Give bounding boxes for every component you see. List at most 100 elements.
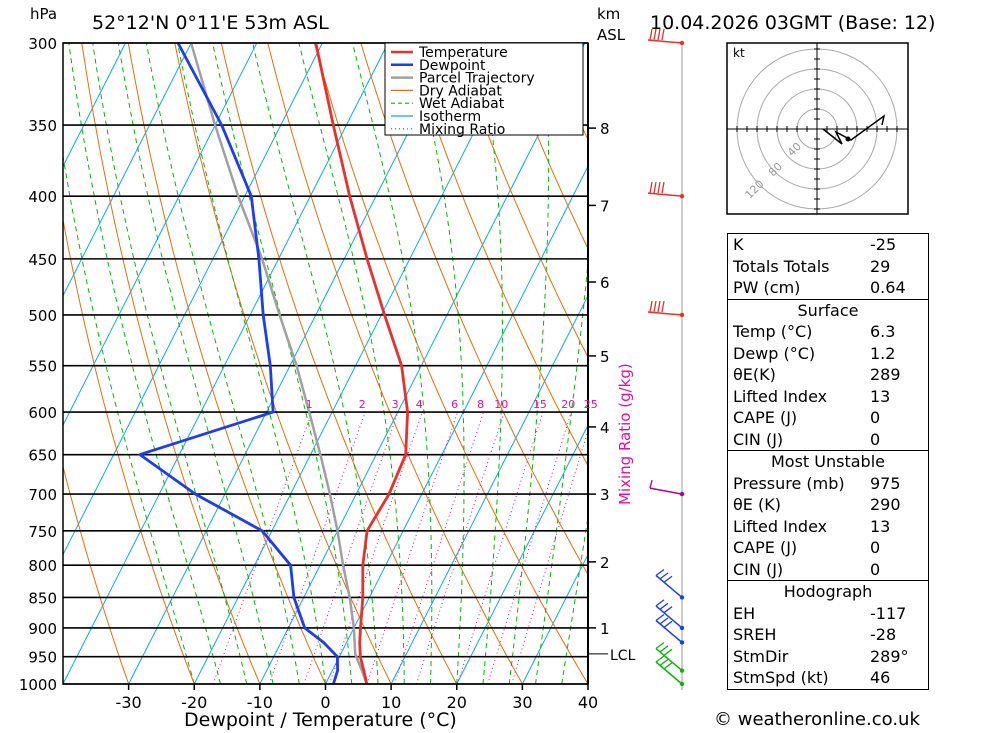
legend-entry: Wet Adiabat (419, 96, 505, 112)
legend-entry: Parcel Trajectory (419, 71, 535, 87)
isotherm-line (521, 553, 588, 684)
profiles (138, 43, 409, 684)
index-row: Lifted Index 13 (728, 516, 928, 538)
axes: 3003504004505005506006507007508008509009… (19, 35, 636, 712)
index-label: Dewp (°C) (733, 343, 816, 363)
index-value: -117 (870, 603, 907, 623)
pressure-tick-label: 700 (28, 486, 57, 504)
wind-barb-flag (663, 620, 673, 628)
km-tick-label: 3 (600, 486, 610, 504)
legend-entry: Temperature (418, 45, 508, 61)
pressure-tick-label: 550 (28, 358, 57, 376)
wet-adiabat-line (535, 258, 588, 684)
legend-entry: Dewpoint (419, 58, 486, 74)
index-label: K (733, 235, 744, 254)
mixing-ratio-label: 6 (451, 398, 458, 411)
index-label: Pressure (mb) (733, 473, 845, 493)
wind-barb-flag (653, 182, 657, 194)
wind-barb-flag (655, 613, 665, 622)
mixing-ratio-line (212, 411, 313, 684)
index-value: 0.64 (870, 278, 906, 297)
x-tick-label: 10 (381, 693, 401, 712)
index-row: θE (K) 290 (728, 494, 928, 516)
mixing-ratio-line (329, 411, 423, 684)
wind-barb-flag (659, 645, 669, 653)
wind-barb-flag (663, 575, 673, 583)
wind-barb-flag (655, 568, 665, 576)
wind-barb-flag (661, 28, 665, 41)
pressure-tick-label: 300 (28, 35, 57, 53)
index-label: StmDir (733, 646, 789, 666)
dry-adiabat-line (174, 43, 392, 684)
index-label: CAPE (J) (733, 408, 798, 427)
mixing-ratio-label: 15 (533, 398, 547, 411)
indices-table: K -25 Totals Totals 29 PW (cm) 0.64 Surface T… (727, 233, 929, 690)
wet-adiabat-line (351, 43, 433, 684)
parcel-trajectory-line (189, 43, 368, 684)
km-tick-label: 5 (600, 348, 610, 366)
index-value: 0 (870, 429, 881, 449)
dry-adiabat-line (453, 43, 588, 359)
mixing-ratio-label: 2 (359, 398, 366, 411)
km-tick-label: 4 (600, 419, 610, 437)
index-value: 289° (870, 646, 909, 666)
isotherm-line (259, 43, 586, 684)
dry-adiabat-line (127, 43, 327, 684)
index-label: CAPE (J) (733, 538, 798, 557)
wind-barb-flag (657, 28, 661, 41)
isotherm-line (63, 43, 192, 297)
hodograph-trace (822, 114, 886, 145)
mixing-ratio-line (303, 411, 399, 684)
mixing-ratio-label: 25 (584, 398, 598, 411)
wind-barb-shaft (647, 311, 683, 316)
index-label: PW (cm) (733, 278, 801, 297)
pressure-tick-label: 750 (28, 523, 57, 541)
index-label: Totals Totals (733, 256, 830, 276)
legend-entry: Isotherm (419, 109, 481, 125)
x-tick-label: -30 (116, 693, 142, 712)
mixing-ratio-axis-label: Mixing Ratio (g/kg) (616, 363, 634, 505)
legend-entry: Mixing Ratio (419, 122, 505, 138)
credit-text: © weatheronline.co.uk (714, 709, 920, 730)
dry-adiabat-line (406, 43, 588, 467)
isotherm-line (128, 43, 455, 684)
index-row: θE(K) 289 (728, 364, 928, 386)
dry-adiabat-line (313, 43, 588, 684)
index-value: 13 (870, 516, 891, 536)
hpa-label: hPa (30, 5, 57, 23)
mixing-ratio-label: 20 (561, 398, 575, 411)
dry-adiabat-line (220, 43, 458, 684)
plot-frame (62, 42, 589, 685)
index-value: 29 (870, 256, 891, 276)
index-row: CIN (J) 0 (728, 559, 928, 581)
wind-barb-flag (663, 662, 673, 670)
wet-adiabat-line (63, 153, 195, 684)
hodograph-indices-section: EH -117 SREH -28 StmDir 289° StmSpd (kt) 46 (728, 603, 928, 689)
x-tick-label: 30 (512, 693, 532, 712)
index-label: StmSpd (kt) (733, 668, 829, 687)
x-tick-label: 40 (578, 693, 598, 712)
wet-adiabat-line (252, 43, 379, 684)
index-value: 0 (870, 538, 881, 557)
index-label: EH (733, 603, 756, 623)
wind-barb-flag (655, 599, 665, 607)
mixing-ratio-label: 8 (477, 398, 484, 411)
pressure-tick-label: 1000 (19, 676, 57, 694)
index-row: PW (cm) 0.64 (728, 277, 928, 299)
index-label: Temp (°C) (733, 322, 813, 341)
hodograph-unit-label: kt (733, 46, 745, 60)
pressure-tick-label: 600 (28, 404, 57, 422)
wet-adiabat-line (614, 25, 742, 684)
x-tick-label: -10 (247, 693, 273, 712)
index-row: Temp (°C) 6.3 (728, 321, 928, 343)
pressure-tick-label: 950 (28, 649, 57, 667)
index-label: θE (K) (733, 495, 781, 514)
dry-adiabat-line (63, 217, 195, 684)
index-value: 0 (870, 408, 881, 427)
index-row: Pressure (mb) 975 (728, 473, 928, 495)
index-value: 13 (870, 386, 891, 406)
location-title: 52°12'N 0°11'E 53m ASL (92, 12, 329, 34)
